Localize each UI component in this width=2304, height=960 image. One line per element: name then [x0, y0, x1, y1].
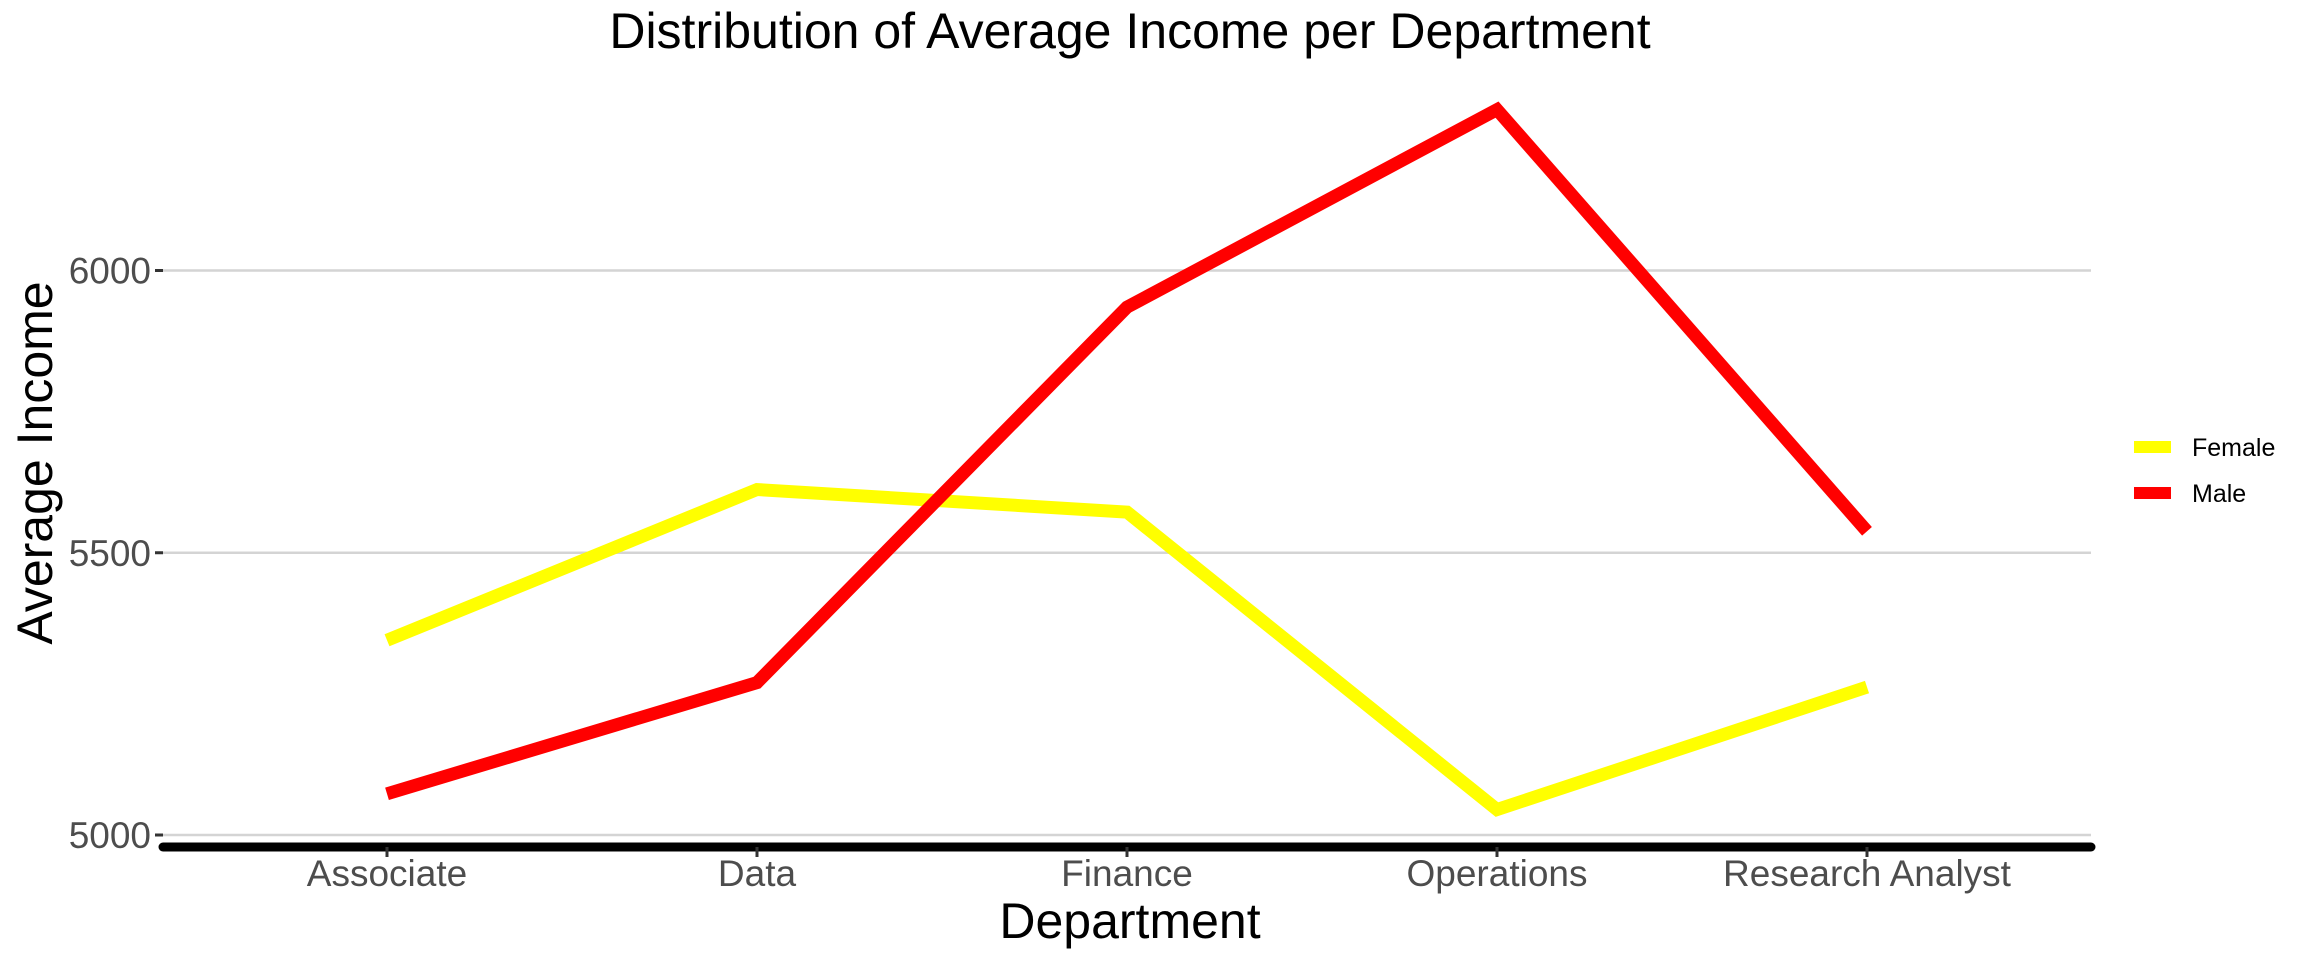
y-axis-title: Average Income	[7, 281, 63, 644]
legend: Female Male	[2134, 434, 2275, 508]
axes: 5000 5500 6000 Associate Data Finance Operatio…	[69, 251, 2096, 894]
x-tick-label: Associate	[307, 853, 467, 894]
y-tick-label: 5000	[69, 815, 151, 856]
series-line-male	[385, 101, 1872, 801]
x-axis-title: Department	[999, 893, 1260, 949]
grid-lines	[163, 269, 2091, 837]
legend-label: Female	[2192, 434, 2275, 462]
x-tick-label: Operations	[1407, 853, 1588, 894]
y-tick-label: 5500	[69, 533, 151, 574]
x-tick-label: Data	[718, 853, 797, 894]
legend-label: Male	[2192, 480, 2246, 508]
x-tick-label: Research Analyst	[1723, 853, 2012, 894]
x-tick-label: Finance	[1061, 853, 1193, 894]
y-tick-label: 6000	[69, 251, 151, 292]
chart-title: Distribution of Average Income per Depar…	[609, 3, 1650, 59]
series-lines	[384, 101, 1872, 817]
series-line-female	[384, 482, 1870, 817]
